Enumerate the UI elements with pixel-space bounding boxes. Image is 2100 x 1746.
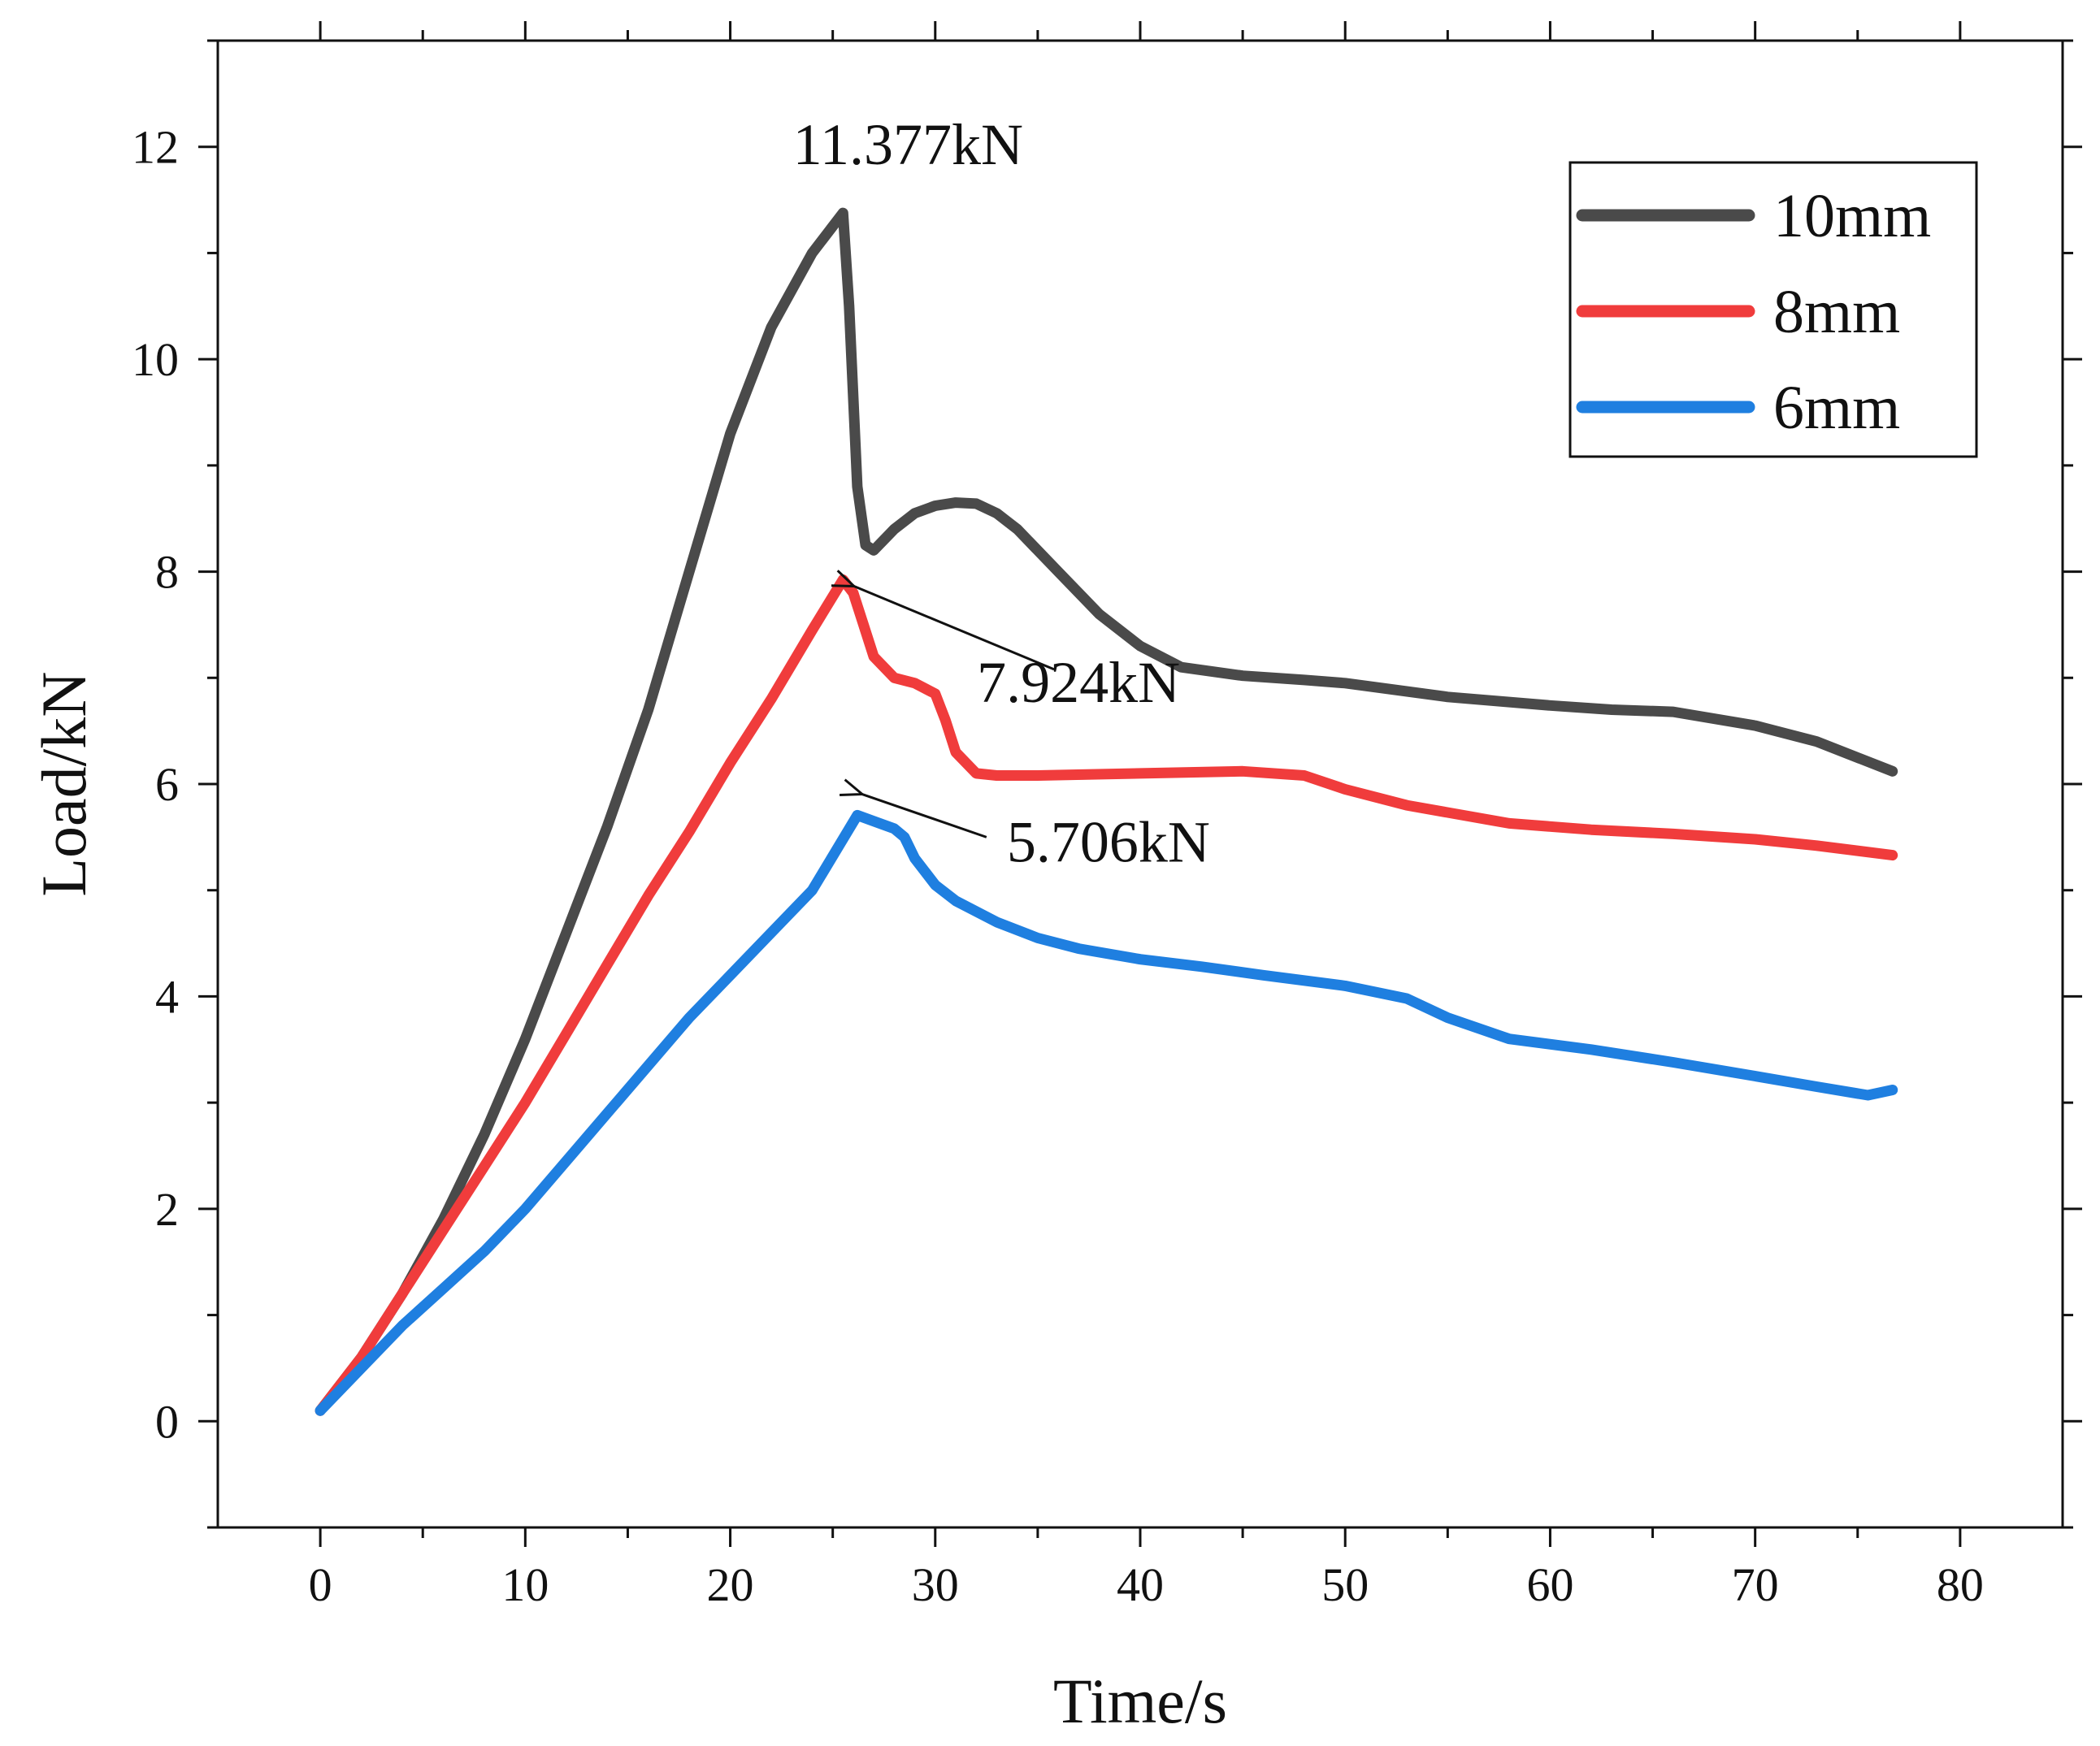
y-tick-label: 8 bbox=[155, 546, 179, 599]
x-tick-label: 60 bbox=[1526, 1558, 1573, 1611]
x-tick-label: 30 bbox=[912, 1558, 959, 1611]
annotation-peak-6mm: 5.706kN bbox=[1007, 809, 1210, 874]
axes: 0 10 20 30 40 50 60 70 80 0 2 4 6 8 10 12 bbox=[132, 21, 2082, 1611]
legend-label-8mm: 8mm bbox=[1773, 278, 1900, 346]
annotation-arrow-6mm bbox=[862, 795, 987, 838]
series-line-8mm bbox=[315, 574, 1898, 1416]
x-tick-label: 70 bbox=[1732, 1558, 1779, 1611]
legend: 10mm 8mm 6mm bbox=[1568, 161, 1978, 458]
series-line-10mm bbox=[315, 207, 1898, 1416]
x-tick-label: 0 bbox=[309, 1558, 332, 1611]
x-tick-label: 40 bbox=[1117, 1558, 1164, 1611]
series-line-6mm bbox=[315, 809, 1898, 1416]
y-tick-label: 4 bbox=[155, 970, 179, 1023]
annotation-arrow-8mm bbox=[854, 587, 1055, 671]
y-tick-label: 6 bbox=[155, 758, 179, 811]
x-tick-label: 10 bbox=[501, 1558, 549, 1611]
x-tick-label: 80 bbox=[1937, 1558, 1984, 1611]
annotations: 11.377kN 7.924kN 5.706kN bbox=[793, 112, 1210, 874]
y-tick-label: 10 bbox=[132, 333, 179, 386]
y-tick-label: 12 bbox=[132, 121, 179, 174]
y-tick-label: 2 bbox=[155, 1183, 179, 1236]
legend-label-10mm: 10mm bbox=[1773, 182, 1931, 250]
annotation-peak-10mm: 11.377kN bbox=[793, 112, 1023, 177]
y-axis-label: Load/kN bbox=[28, 671, 99, 896]
legend-label-6mm: 6mm bbox=[1773, 374, 1900, 442]
series-lines bbox=[315, 207, 1898, 1416]
x-tick-label: 50 bbox=[1321, 1558, 1369, 1611]
x-tick-label: 20 bbox=[707, 1558, 754, 1611]
x-axis-label: Time/s bbox=[1053, 1666, 1227, 1736]
annotation-peak-8mm: 7.924kN bbox=[977, 650, 1180, 715]
y-tick-label: 0 bbox=[155, 1395, 179, 1448]
